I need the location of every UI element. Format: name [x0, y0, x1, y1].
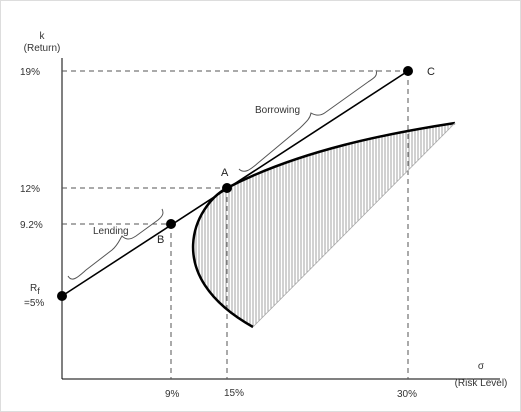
borrowing-brace — [238, 69, 377, 172]
x-axis-label: (Risk Level) — [455, 378, 508, 389]
rf-subscript: f — [37, 286, 40, 296]
lending-brace — [67, 208, 164, 280]
efficient-frontier-curve — [191, 121, 456, 329]
point-b — [166, 219, 176, 229]
feasible-region-hatching — [195, 123, 452, 327]
point-a-label: A — [221, 167, 229, 179]
x-axis-symbol: σ — [478, 361, 485, 372]
borrowing-label: Borrowing — [255, 105, 300, 116]
y-tick-92: 9.2% — [20, 220, 43, 231]
x-tick-15: 15% — [224, 388, 244, 399]
risk-free-point — [57, 291, 67, 301]
rf-label: Rf — [30, 283, 40, 296]
point-c — [403, 66, 413, 76]
x-tick-9: 9% — [165, 389, 180, 400]
point-b-label: B — [157, 234, 164, 246]
lending-label: Lending — [93, 226, 129, 237]
rf-symbol: R — [30, 283, 37, 294]
y-axis-label: (Return) — [24, 43, 61, 54]
feasible-region-boundary — [252, 122, 456, 328]
rf-value: =5% — [24, 298, 44, 309]
y-axis-symbol: k — [40, 31, 46, 42]
point-c-label: C — [427, 66, 435, 78]
point-a — [222, 183, 232, 193]
x-tick-30: 30% — [397, 389, 417, 400]
y-tick-12: 12% — [20, 184, 40, 195]
y-tick-19: 19% — [20, 67, 40, 78]
capital-market-line — [61, 70, 409, 297]
